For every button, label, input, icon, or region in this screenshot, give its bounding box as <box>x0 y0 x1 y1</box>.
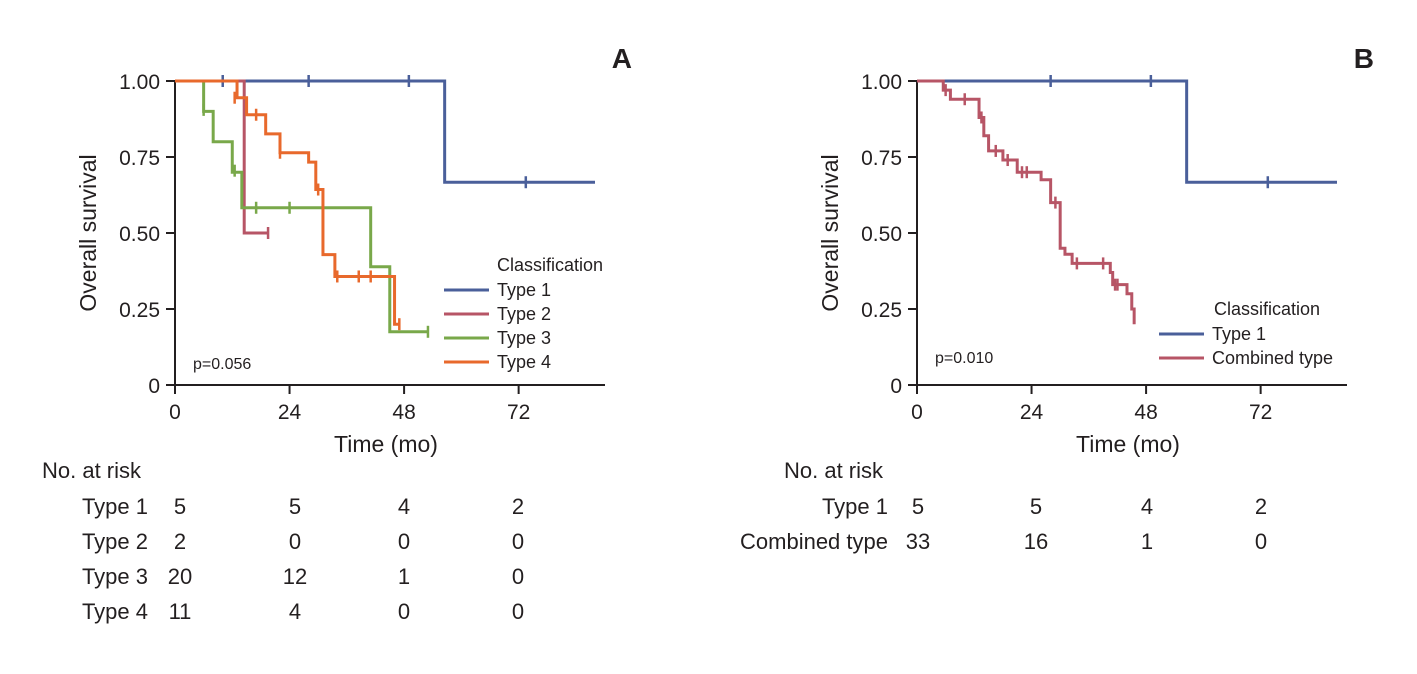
legend-title-a: Classification <box>497 255 603 275</box>
risk-value: 5 <box>1030 494 1042 519</box>
x-tick-label: 0 <box>911 401 923 424</box>
risk-row-label: Type 1 <box>822 494 888 519</box>
y-tick-label: 0.50 <box>119 223 160 246</box>
risk-row-label: Type 1 <box>82 494 148 519</box>
risk-value: 33 <box>906 529 930 554</box>
risk-value: 1 <box>1141 529 1153 554</box>
x-tick-label: 0 <box>169 401 181 424</box>
y-tick-label: 0.25 <box>861 299 902 322</box>
risk-value: 0 <box>512 599 524 624</box>
x-axis-title-a: Time (mo) <box>334 431 438 457</box>
survival-curve-type-4 <box>175 79 400 326</box>
risk-value: 2 <box>174 529 186 554</box>
risk-value: 2 <box>1255 494 1267 519</box>
y-tick-label: 1.00 <box>861 71 902 94</box>
x-axis-title-b: Time (mo) <box>1076 431 1180 457</box>
risk-value: 4 <box>1141 494 1153 519</box>
risk-value: 5 <box>174 494 186 519</box>
risk-value: 0 <box>512 529 524 554</box>
y-tick-label: 0 <box>148 375 160 398</box>
legend-label: Type 1 <box>497 280 551 300</box>
axis-lines <box>916 80 1347 386</box>
panel-label-b: B <box>1354 43 1374 74</box>
x-tick-label: 72 <box>507 401 530 424</box>
legend-label: Combined type <box>1212 348 1333 368</box>
panel-a: A Overall survival Time (mo) p=0.056 Cla… <box>42 43 632 624</box>
x-tick-label: 72 <box>1249 401 1272 424</box>
panel-b: B Overall survival Time (mo) p=0.010 Cla… <box>740 43 1374 554</box>
y-axis-title-a: Overall survival <box>75 154 101 311</box>
survival-curve-type-2 <box>175 79 269 235</box>
risk-value: 0 <box>1255 529 1267 554</box>
y-tick-label: 0.25 <box>119 299 160 322</box>
legend-label: Type 3 <box>497 328 551 348</box>
risk-value: 0 <box>398 599 410 624</box>
y-tick-label: 1.00 <box>119 71 160 94</box>
risk-value: 4 <box>398 494 410 519</box>
risk-value: 11 <box>169 599 192 624</box>
risk-value: 0 <box>289 529 301 554</box>
risk-value: 5 <box>912 494 924 519</box>
panel-label-a: A <box>612 43 632 74</box>
risk-value: 1 <box>398 564 410 589</box>
y-tick-label: 0.75 <box>119 147 160 170</box>
legend-label: Type 1 <box>1212 324 1266 344</box>
risk-value: 12 <box>283 564 307 589</box>
risk-row-label: Type 2 <box>82 529 148 554</box>
risk-value: 0 <box>398 529 410 554</box>
x-tick-label: 48 <box>1134 401 1157 424</box>
p-value-a: p=0.056 <box>193 356 251 373</box>
y-tick-label: 0.75 <box>861 147 902 170</box>
risk-row-label: Combined type <box>740 529 888 554</box>
risk-value: 16 <box>1024 529 1048 554</box>
legend-label: Type 2 <box>497 304 551 324</box>
y-tick-label: 0.50 <box>861 223 902 246</box>
x-tick-label: 24 <box>1020 401 1044 424</box>
survival-curve-type-1 <box>917 79 1337 184</box>
risk-table-title-b: No. at risk <box>784 458 884 483</box>
risk-value: 5 <box>289 494 301 519</box>
risk-row-label: Type 3 <box>82 564 148 589</box>
risk-row-label: Type 4 <box>82 599 148 624</box>
legend-label: Type 4 <box>497 352 551 372</box>
y-tick-label: 0 <box>890 375 902 398</box>
risk-table-title-a: No. at risk <box>42 458 142 483</box>
legend-title-b: Classification <box>1214 299 1320 319</box>
p-value-b: p=0.010 <box>935 350 993 367</box>
risk-value: 20 <box>168 564 192 589</box>
risk-value: 2 <box>512 494 524 519</box>
survival-curve-type-3 <box>175 79 428 334</box>
risk-value: 4 <box>289 599 301 624</box>
risk-value: 0 <box>512 564 524 589</box>
x-tick-label: 24 <box>278 401 302 424</box>
x-tick-label: 48 <box>392 401 415 424</box>
survival-curve-combined-type <box>917 79 1136 325</box>
y-axis-title-b: Overall survival <box>817 154 843 311</box>
